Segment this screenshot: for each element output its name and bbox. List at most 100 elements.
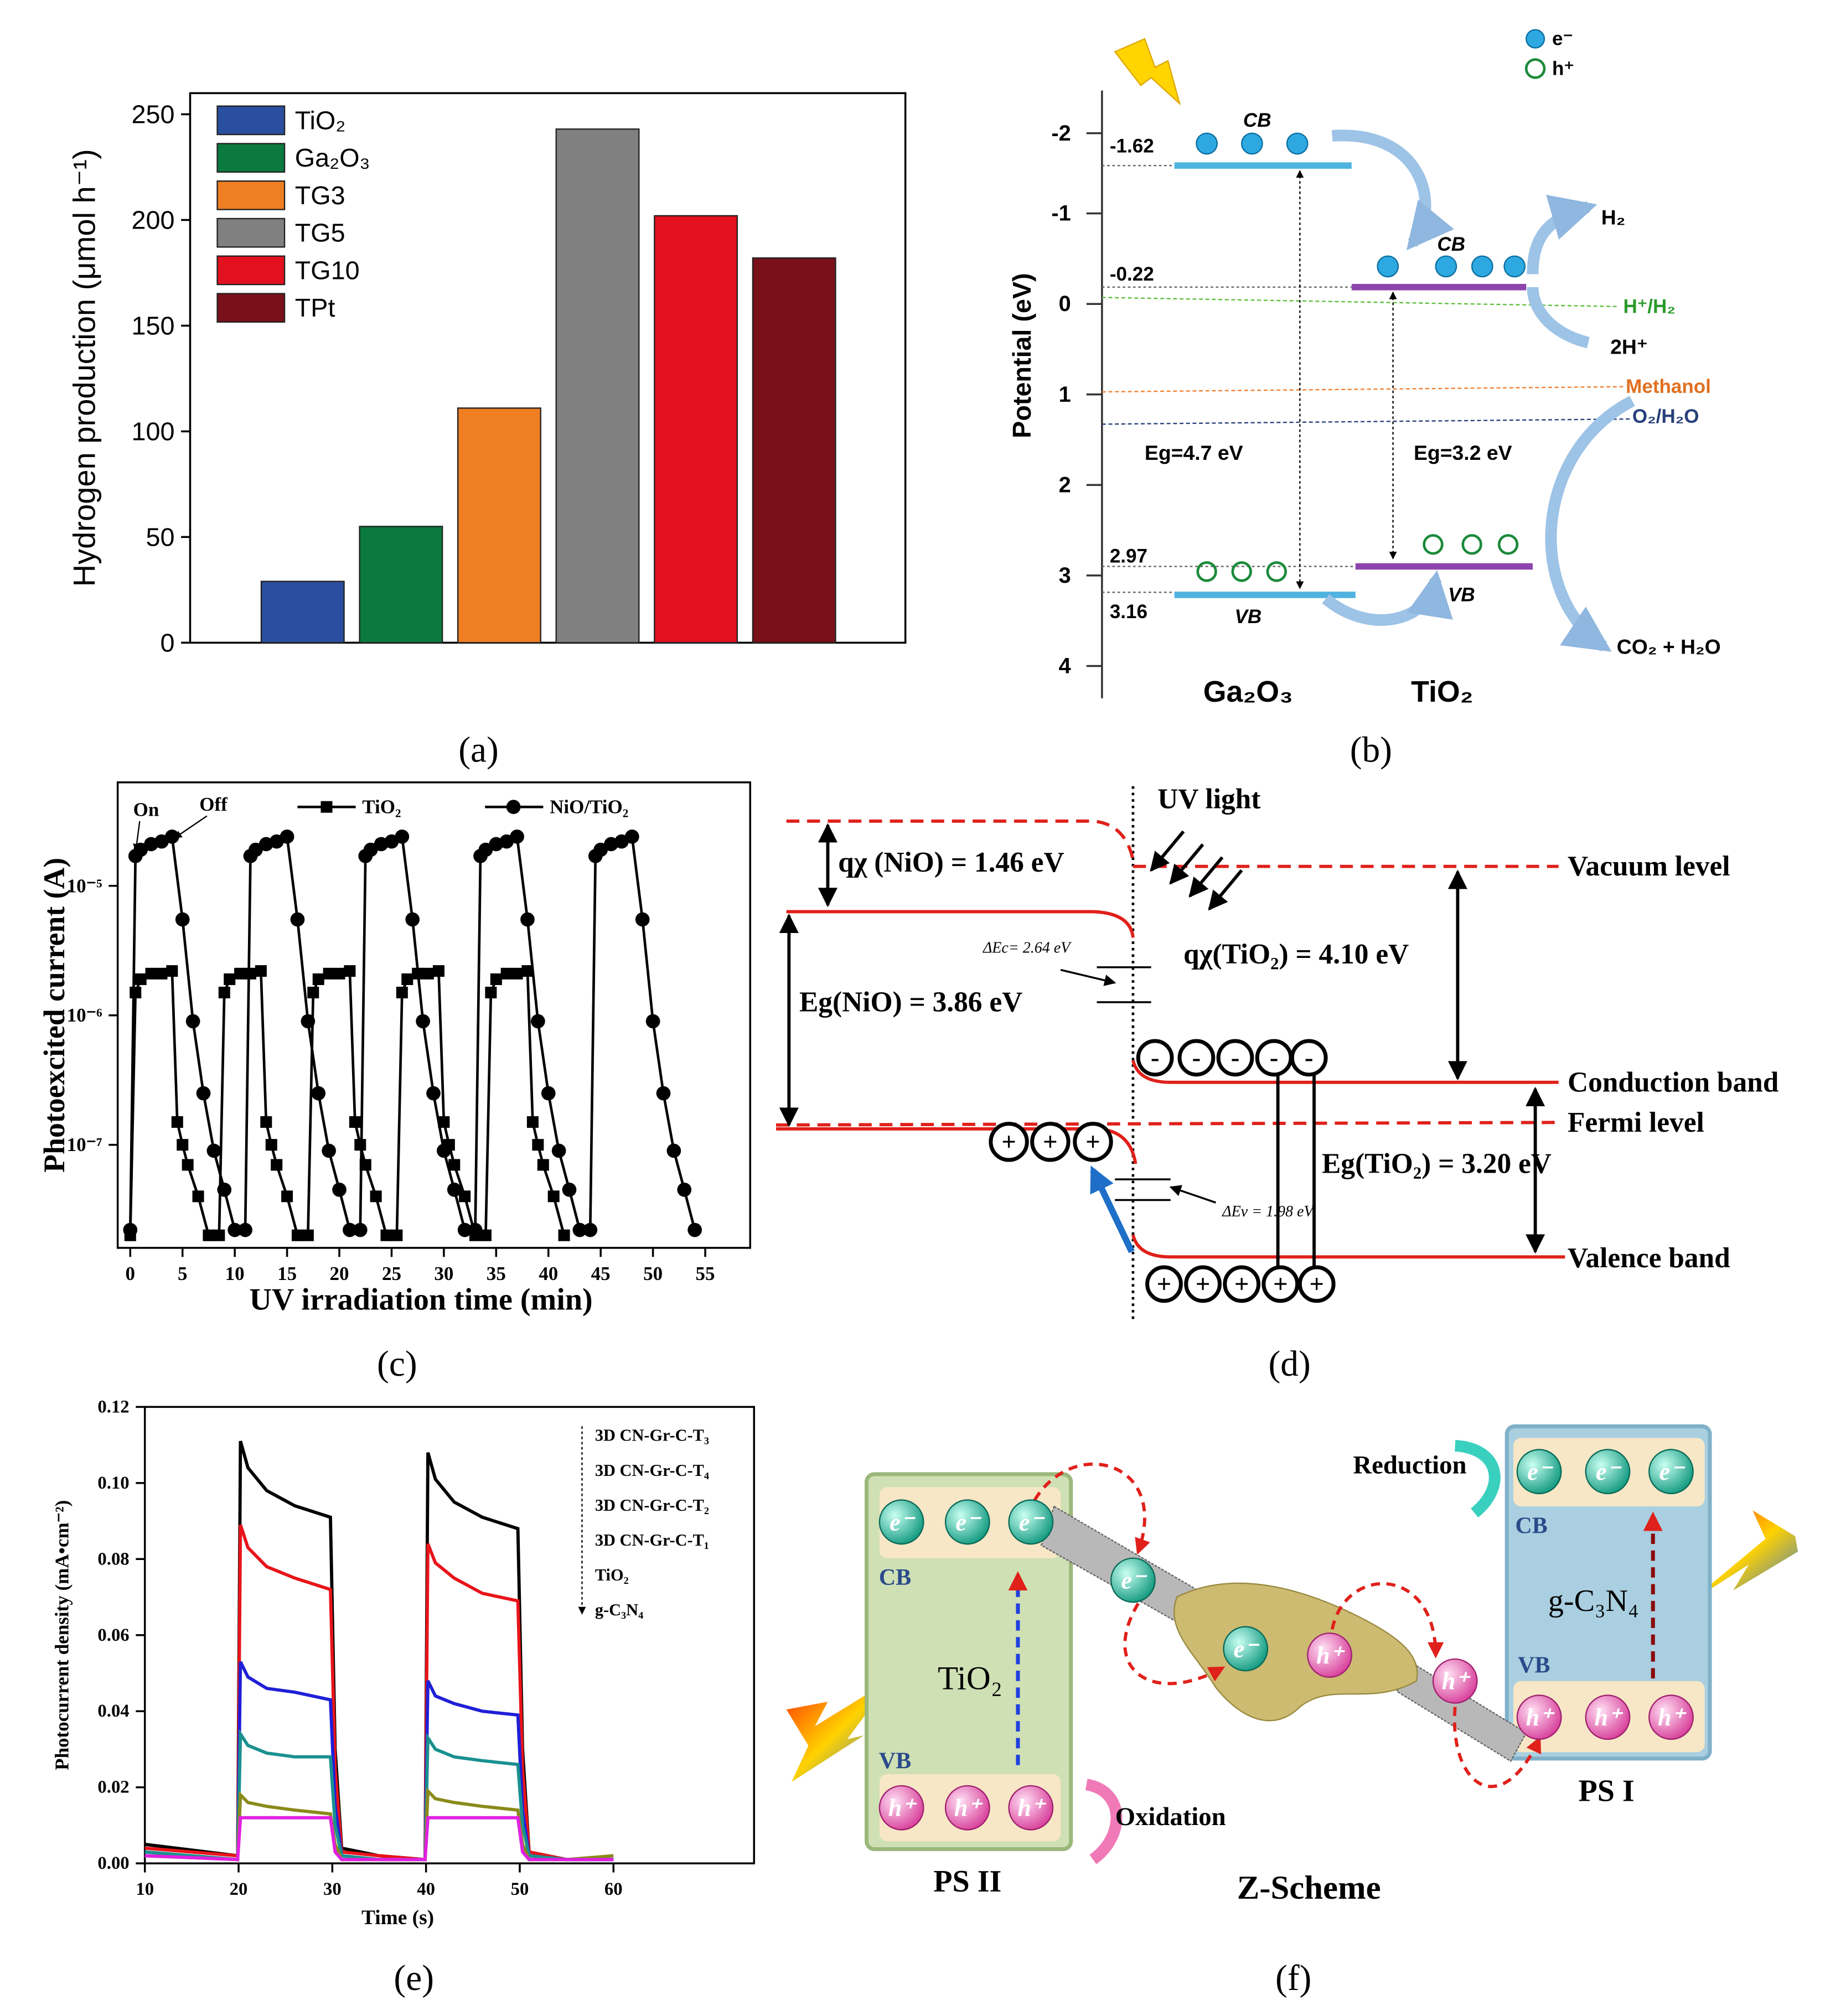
- legend-label: 3D CN-Gr-C-T₂: [595, 1496, 709, 1515]
- electron: [1471, 255, 1493, 278]
- y-tick-label: 0.08: [97, 1549, 129, 1569]
- band-label: VB: [1448, 584, 1475, 605]
- marker: [479, 1229, 492, 1241]
- gap-label: Eg=3.2 eV: [1414, 441, 1512, 464]
- charge-sign: -: [1305, 1043, 1314, 1072]
- bar: [359, 526, 443, 644]
- marker: [281, 1190, 293, 1203]
- marker: [380, 1229, 392, 1241]
- light-arrow: [1188, 856, 1224, 898]
- x-tick-label: 20: [230, 1879, 248, 1899]
- marker: [234, 967, 246, 980]
- hole: [1461, 534, 1482, 555]
- transfer-arrow: [1322, 570, 1453, 626]
- scheme-title: Z-Scheme: [1237, 1869, 1381, 1906]
- transfer-arrow: [1545, 396, 1635, 652]
- charge-sign: -: [1192, 1043, 1201, 1072]
- material-label: TiO₂: [938, 1660, 1002, 1697]
- energy-label: Eg(NiO) = 3.86 eV: [799, 986, 1022, 1018]
- marker: [265, 1139, 277, 1151]
- legend-label: TiO₂: [595, 1566, 629, 1584]
- marker: [244, 967, 257, 980]
- graphene: [1173, 1582, 1418, 1722]
- band-edge: [1131, 1234, 1565, 1259]
- charge-label: h⁺: [1316, 1641, 1346, 1669]
- legend-label: Ga₂O₃: [295, 143, 370, 172]
- electron: [1286, 132, 1309, 155]
- hole: [1196, 561, 1217, 582]
- marker: [432, 965, 444, 977]
- legend-marker: [506, 800, 521, 815]
- plot-frame: [143, 1406, 756, 1864]
- energy-label: Eg(TiO₂) = 3.20 eV: [1322, 1148, 1552, 1180]
- series-line: [144, 1440, 614, 1862]
- marker: [370, 1190, 382, 1203]
- hole: [1423, 534, 1444, 555]
- y-tick-label: 0.02: [97, 1777, 129, 1797]
- y-tick-label: 0.10: [97, 1473, 129, 1493]
- hole: [1184, 1265, 1222, 1303]
- band-label: CB: [1437, 234, 1465, 255]
- energy-label: ΔEv = 1.98 eV: [1222, 1203, 1315, 1220]
- marker: [333, 967, 345, 980]
- charge-sign: -: [1231, 1043, 1240, 1072]
- material-label: g-C₃N₄: [1548, 1584, 1639, 1618]
- series-line: [144, 1816, 614, 1862]
- marker: [185, 1014, 200, 1029]
- bar: [654, 215, 738, 644]
- marker: [206, 1143, 221, 1158]
- bar: [752, 257, 836, 644]
- marker: [624, 829, 639, 844]
- marker: [280, 829, 294, 844]
- hole: [1648, 1694, 1694, 1740]
- bar: [260, 581, 345, 644]
- series-line: [128, 835, 696, 1231]
- legend-label: TiO₂: [295, 106, 346, 134]
- charge-sign: -: [1270, 1043, 1279, 1072]
- y-tick-label: 10⁻⁷: [67, 1134, 102, 1155]
- marker: [547, 1190, 560, 1203]
- marker: [177, 1139, 189, 1151]
- marker: [344, 965, 356, 977]
- electron: [1585, 1449, 1631, 1495]
- light-bolt: [1688, 1510, 1798, 1604]
- band-label: VB: [1518, 1653, 1550, 1678]
- annotation-arrow: [133, 821, 141, 852]
- tick-label: 3: [1059, 563, 1071, 588]
- x-tick-label: 10: [136, 1879, 154, 1899]
- charge-sign: -: [1151, 1043, 1160, 1072]
- charge-label: h⁺: [1658, 1703, 1687, 1731]
- energy-label: ΔEc= 2.64 eV: [983, 939, 1072, 956]
- marker: [511, 967, 523, 980]
- marker: [359, 1159, 371, 1171]
- y-tick-label: 150: [131, 311, 174, 340]
- band-label: CB: [1243, 110, 1271, 131]
- marker: [311, 1086, 326, 1101]
- electron: [1223, 1626, 1269, 1672]
- x-tick-label: 30: [434, 1263, 453, 1284]
- legend-swatch: [216, 105, 286, 136]
- marker: [635, 912, 650, 927]
- electron: [1216, 1039, 1254, 1077]
- redox-label: H⁺/H₂: [1623, 296, 1675, 317]
- hole: [878, 1785, 924, 1831]
- tick-label: -1: [1051, 201, 1071, 226]
- band-edge: [786, 910, 1135, 938]
- tick-label: 1: [1059, 382, 1071, 407]
- electron: [1241, 132, 1263, 155]
- chart-panel: 0 50 100 150 200 250 Hydrogen production (μmol…: [66, 92, 907, 657]
- marker: [531, 1014, 545, 1029]
- marker: [238, 1222, 252, 1237]
- nanotube: [1396, 1660, 1527, 1763]
- marker: [401, 973, 413, 986]
- charge-sign: +: [1001, 1127, 1016, 1156]
- legend-label: TG3: [295, 181, 345, 210]
- chart-panel: 0.00 0.02 0.04 0.06 0.08 0.10 0.12 10 20 30 40 50 60…: [51, 1397, 756, 1929]
- electron: [1177, 1039, 1216, 1077]
- legend-label: TiO₂: [362, 796, 401, 818]
- marker: [175, 912, 190, 927]
- charge-sign: +: [1273, 1269, 1288, 1298]
- legend-label: e⁻: [1552, 28, 1573, 50]
